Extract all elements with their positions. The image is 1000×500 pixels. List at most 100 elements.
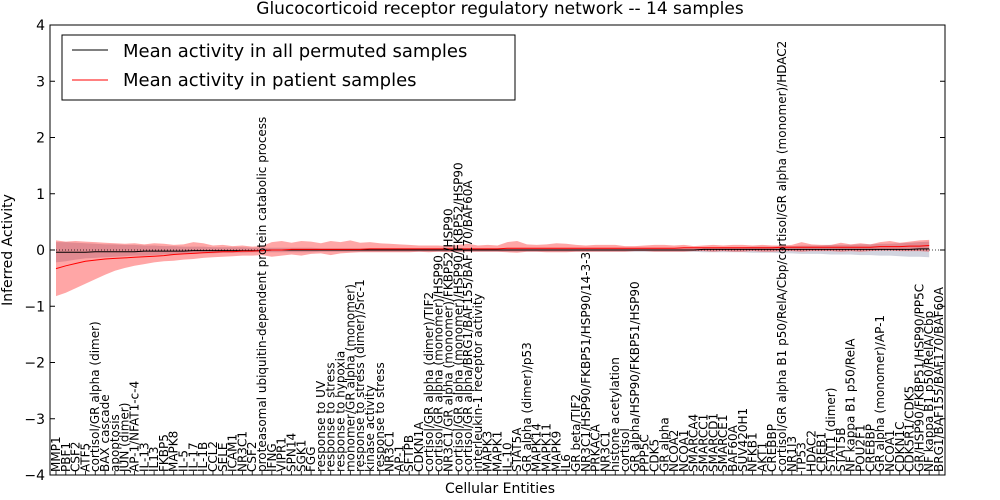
- entity-label: cortisol/GR alpha (dimer)/TIF2: [422, 292, 436, 472]
- legend-label-patient: Mean activity in patient samples: [123, 70, 417, 91]
- entity-label: IL-13: [137, 442, 151, 472]
- entity-label: STAT5A: [510, 427, 524, 472]
- entity-label: IL13: [147, 447, 161, 473]
- y-tick-label: 0: [36, 243, 45, 259]
- legend: Mean activity in all permuted samples Me…: [61, 34, 516, 101]
- entity-label: SMARCE1: [716, 414, 730, 472]
- entity-label: GR beta/TIF2: [569, 394, 583, 472]
- entity-label: response to stress (dimer)/Src-1: [353, 279, 367, 472]
- entity-label: CSF2: [69, 441, 83, 472]
- entity-label: MAPK8: [167, 431, 181, 472]
- entity-label: BAX cascade: [98, 394, 112, 472]
- entity-label: PPP5C: [638, 434, 652, 472]
- entity-label: VIPR1: [275, 437, 289, 472]
- entity-label: cortisol: [618, 428, 632, 472]
- entity-label: cortisol/GR alpha (monomer)/HSP90: [432, 255, 446, 472]
- y-tick-label: −4: [24, 468, 45, 484]
- entity-label: JUN (dimer): [118, 403, 132, 473]
- entity-label: STAT1 (dimer): [824, 388, 838, 472]
- y-tick-label: 2: [36, 131, 45, 147]
- entity-label: MAPK14: [530, 423, 544, 472]
- entity-label: CCL2: [206, 441, 220, 472]
- entity-label: SUV420H1: [736, 408, 750, 472]
- entity-label: NCOA1: [883, 430, 897, 472]
- entity-label: SMARCA4: [687, 414, 701, 472]
- entity-label: response to stress: [324, 362, 338, 472]
- entity-label: cortisol/GR alpha (dimer): [88, 321, 102, 472]
- entity-label: ATF5: [78, 443, 92, 472]
- entity-label: SELE: [216, 443, 230, 472]
- entity-label: response to stress: [373, 362, 387, 472]
- entity-label: MMP1: [49, 436, 63, 472]
- plot-frame: [49, 24, 946, 476]
- chart-title: Glucocorticoid receptor regulatory netwo…: [256, 0, 744, 19]
- entity-label: NR1I3: [785, 436, 799, 472]
- entity-label: IFNG: [265, 443, 279, 472]
- entity-label: IL6: [559, 454, 573, 472]
- entity-label: SGK1: [294, 440, 308, 472]
- permuted-mean-line: [56, 248, 930, 253]
- entity-label: GR alpha (monomer)/AP-1: [873, 315, 887, 472]
- entity-label: NR3C1: [383, 431, 397, 472]
- entity-label: NF kappa B1 p50/RelA: [844, 338, 858, 472]
- entity-label: CREBBP: [765, 424, 779, 472]
- entity-label: BAF60A: [726, 424, 740, 472]
- entity-label: GR alpha (dimer)/p53: [520, 342, 534, 472]
- entity-label: NFKB1: [746, 432, 760, 472]
- entity-label: MAPK1: [491, 431, 505, 472]
- entity-label: IL-5: [177, 450, 191, 472]
- entity-label: apoptosis: [108, 414, 122, 472]
- legend-label-permuted: Mean activity in all permuted samples: [123, 41, 467, 62]
- entity-label: GR/HSP90/FKBP51/HSP90/PP5C: [912, 284, 926, 472]
- entity-label: CDK5R1/CDK5: [903, 386, 917, 472]
- y-tick-label: −3: [24, 412, 45, 428]
- entity-label: POU2F1: [854, 424, 868, 472]
- entity-label: CDKN1C: [893, 422, 907, 472]
- entity-label: MAPK9: [549, 431, 563, 472]
- entity-label: histone acetylation: [608, 357, 622, 472]
- patient-confidence-band: [56, 239, 930, 297]
- entity-label: AP-1: [392, 445, 406, 472]
- entity-label: NR3C1/GR alpha (monomer)/FKBP52/HSP90: [441, 208, 455, 472]
- legend-box: [61, 34, 516, 101]
- entity-label: SFTPB: [402, 435, 416, 472]
- entity-label: IL-10: [500, 442, 514, 472]
- entity-label: MAPK11: [540, 423, 554, 472]
- entity-label: CSF2: [245, 441, 259, 472]
- entity-label: NR3C1/HSP90/FKBP51/HSP90/14-3-3: [579, 252, 593, 472]
- y-axis-title: Inferred Activity: [0, 194, 16, 306]
- entity-label: SPN14: [284, 433, 298, 472]
- y-tick-label: 1: [36, 187, 45, 203]
- entity-label: SMARCC1: [697, 414, 711, 472]
- entity-label: CREBBP: [863, 424, 877, 472]
- entity-label: FGG: [304, 447, 318, 473]
- entity-label: kinase activity: [363, 385, 377, 472]
- entity-label: NCOA2: [667, 430, 681, 472]
- entity-label: GR alpha/HSP90/FKBP51/HSP90: [628, 281, 642, 472]
- entity-label: MAPK3: [481, 431, 495, 472]
- entity-label: interleukin-1 receptor activity: [471, 293, 485, 472]
- entity-label: IL-17: [186, 442, 200, 472]
- entity-label: CREB1: [814, 432, 828, 472]
- entity-label: PRKACA: [589, 423, 603, 472]
- patient-mean-line: [55, 245, 930, 270]
- entity-label: CDKN1A: [412, 421, 426, 472]
- entity-label: AKT1: [755, 442, 769, 472]
- y-tick-label: −1: [24, 299, 45, 315]
- entity-label: NF kappa B1 p50/RelA/Cbp: [922, 311, 936, 472]
- entity-label: cortisol/GR alpha (monomer)/HSP90/FKBP52…: [451, 162, 465, 472]
- entity-label: NCOA1: [677, 430, 691, 472]
- x-axis-title: Cellular Entities: [445, 481, 555, 497]
- entity-label: STAT5B: [834, 428, 848, 473]
- entity-label: HDAC2: [804, 430, 818, 472]
- y-tick-label: 4: [36, 18, 45, 34]
- entity-label: monomer/GR alpha (monomer): [343, 284, 357, 472]
- entity-label: NR3C1: [598, 431, 612, 472]
- y-tick-label: 3: [36, 74, 45, 90]
- entity-label: NR3C1: [235, 431, 249, 472]
- y-tick-label: −2: [24, 356, 45, 372]
- entity-label: response to hypoxia: [334, 351, 348, 472]
- entity-label: IL-1B: [196, 442, 210, 472]
